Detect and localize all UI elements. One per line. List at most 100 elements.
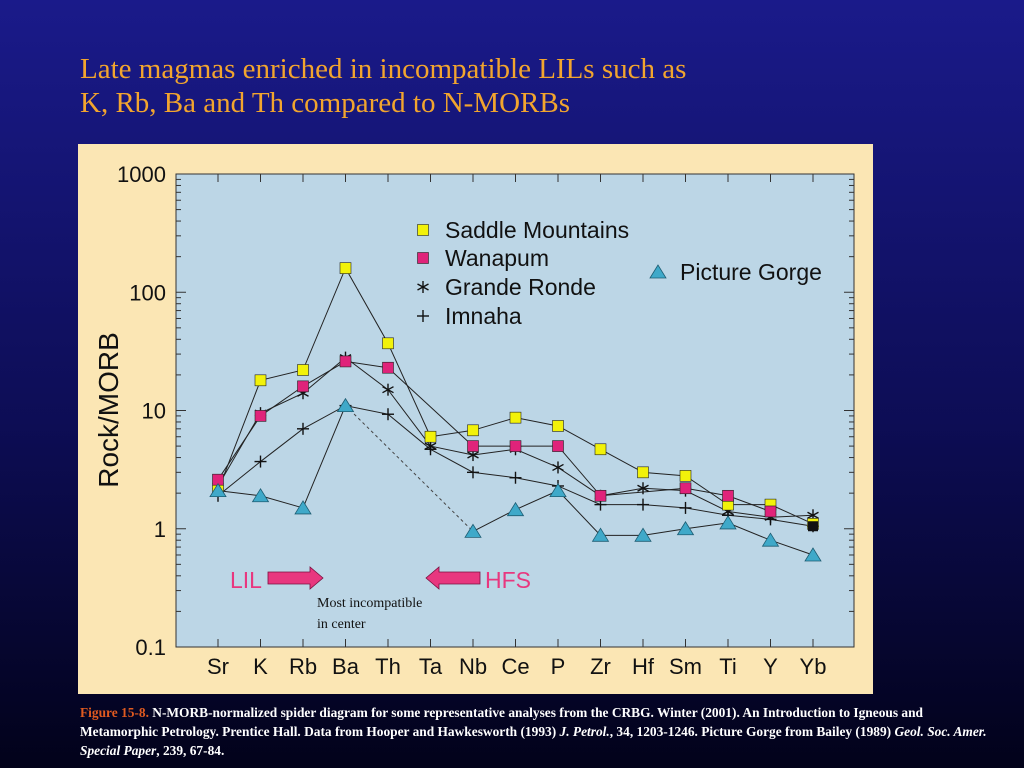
- point-imnaha-ce: [509, 471, 522, 484]
- point-picture-gorge-sm: [676, 520, 695, 536]
- series-markers: [209, 262, 822, 562]
- point-wanapum-zr: [594, 489, 607, 502]
- x-tick-label-hf: Hf: [632, 654, 655, 679]
- caption-label: Figure 15-8.: [80, 705, 149, 720]
- point-saddle-mountains-sm: [679, 470, 692, 482]
- legend-label-wanapum: Wanapum: [445, 245, 549, 271]
- slide-title-line-2: K, Rb, Ba and Th compared to N-MORBs: [80, 87, 570, 119]
- x-tick-label-ti: Ti: [719, 654, 737, 679]
- point-saddle-mountains-nb: [467, 424, 479, 437]
- point-picture-gorge-k: [251, 488, 270, 503]
- x-tick-label-rb: Rb: [289, 654, 317, 679]
- point-saddle-mountains-ba: [339, 262, 352, 274]
- spider-diagram: 1000 100 10 1 0.1 Rock/MORB Sr K Rb Ba Th Ta Nb Ce P Zr…: [93, 162, 855, 679]
- point-wanapum-ti: [722, 489, 734, 502]
- y-tick-label: 100: [129, 280, 166, 305]
- point-imnaha-k: [254, 455, 267, 468]
- point-yb-endpoint: [808, 521, 818, 532]
- point-picture-gorge-zr: [591, 527, 610, 542]
- x-tick-label-ce: Ce: [501, 654, 529, 679]
- point-saddle-mountains-ta: [424, 430, 437, 443]
- x-tick-label-zr: Zr: [590, 654, 611, 679]
- x-tick-label-sr: Sr: [207, 654, 229, 679]
- slide-title-line-1: Late magmas enriched in incompatible LIL…: [80, 53, 687, 85]
- legend-marker-wanapum: [417, 252, 429, 264]
- caption-text-2: , 34, 1203-1246. Picture Gorge from Bail…: [609, 724, 895, 739]
- x-tick-label-k: K: [253, 654, 268, 679]
- point-picture-gorge-hf: [634, 527, 652, 542]
- point-picture-gorge-p: [549, 482, 567, 498]
- center-note-line-2: in center: [317, 617, 366, 632]
- y-tick-label: 1000: [117, 162, 166, 187]
- point-grande-ronde-th: [382, 383, 394, 396]
- y-axis-label: Rock/MORB: [93, 332, 124, 488]
- point-imnaha-nb: [467, 466, 479, 479]
- point-saddle-mountains-zr: [594, 443, 607, 456]
- point-picture-gorge-sr: [209, 482, 227, 498]
- series-line: [217, 360, 771, 512]
- y-tick-label: 0.1: [135, 635, 166, 660]
- legend-label-grande-ronde: Grande Ronde: [445, 274, 596, 300]
- point-wanapum-rb: [297, 380, 309, 393]
- legend-marker-picture-gorge: [649, 264, 667, 279]
- point-saddle-mountains-rb: [297, 364, 309, 376]
- point-wanapum-th: [382, 361, 394, 374]
- hfs-arrow: [425, 566, 481, 590]
- x-tick-label-nb: Nb: [459, 654, 487, 679]
- legend-label-saddle-mountains: Saddle Mountains: [445, 217, 629, 243]
- y-tick-label: 1: [154, 517, 166, 542]
- slide-title: Late magmas enriched in incompatible LIL…: [80, 52, 940, 120]
- x-tick-label-th: Th: [375, 654, 401, 679]
- caption-journal-2: Geol. Soc. Amer. Special Paper: [80, 724, 987, 758]
- legend-label-imnaha: Imnaha: [445, 303, 522, 329]
- point-saddle-mountains-p: [552, 420, 564, 432]
- point-saddle-mountains-th: [382, 337, 394, 350]
- plot-area: [175, 173, 855, 648]
- axes: 1000 100 10 1 0.1 Rock/MORB Sr K Rb Ba Th Ta Nb Ce P Zr…: [93, 162, 854, 679]
- point-wanapum-y: [764, 505, 777, 518]
- point-wanapum-k: [254, 410, 267, 422]
- point-imnaha-th: [382, 408, 394, 421]
- point-imnaha-rb: [297, 422, 309, 435]
- x-tick-label-p: P: [551, 654, 566, 679]
- point-wanapum-nb: [467, 440, 479, 452]
- legend-marker-grande-ronde: [417, 281, 429, 293]
- point-wanapum-p: [552, 440, 564, 452]
- point-wanapum-ba: [339, 355, 352, 368]
- x-tick-label-ba: Ba: [332, 654, 360, 679]
- hfs-label: HFS: [485, 567, 531, 593]
- point-picture-gorge-nb: [464, 523, 482, 538]
- point-imnaha-hf: [637, 498, 649, 511]
- point-picture-gorge-ba: [336, 397, 355, 413]
- caption-text-1: N-MORB-normalized spider diagram for som…: [80, 705, 923, 739]
- legend-marker-imnaha: [417, 310, 429, 322]
- point-picture-gorge-ce: [506, 501, 525, 517]
- lil-arrow: [267, 566, 324, 590]
- x-tick-label-ta: Ta: [419, 654, 443, 679]
- lil-label: LIL: [230, 567, 262, 593]
- point-wanapum-sm: [679, 482, 692, 495]
- caption-text-3: , 239, 67-84.: [156, 743, 225, 758]
- caption-journal-1: J. Petrol.: [559, 724, 610, 739]
- point-picture-gorge-yb: [804, 547, 822, 562]
- series-line: [217, 405, 346, 509]
- annotations: LIL HFS Most incompatible in center: [230, 566, 531, 632]
- x-tick-label-sm: Sm: [669, 654, 702, 679]
- x-tick-label-y: Y: [763, 654, 778, 679]
- chart-panel: 1000 100 10 1 0.1 Rock/MORB Sr K Rb Ba Th Ta Nb Ce P Zr…: [78, 144, 873, 694]
- point-picture-gorge-rb: [294, 500, 312, 515]
- center-note-line-1: Most incompatible: [317, 596, 422, 611]
- point-grande-ronde-hf: [637, 482, 649, 495]
- legend-marker-saddle-mountains: [417, 224, 429, 236]
- point-grande-ronde-p: [552, 461, 564, 474]
- point-imnaha-sm: [679, 501, 692, 514]
- legend-label-picture-gorge: Picture Gorge: [680, 259, 822, 285]
- point-saddle-mountains-k: [254, 374, 267, 387]
- figure-caption: Figure 15-8. N-MORB-normalized spider di…: [80, 703, 1000, 760]
- y-tick-label: 10: [142, 399, 166, 424]
- x-tick-label-yb: Yb: [800, 654, 827, 679]
- point-picture-gorge-y: [761, 532, 780, 547]
- point-saddle-mountains-hf: [637, 466, 649, 479]
- point-saddle-mountains-ce: [509, 411, 522, 424]
